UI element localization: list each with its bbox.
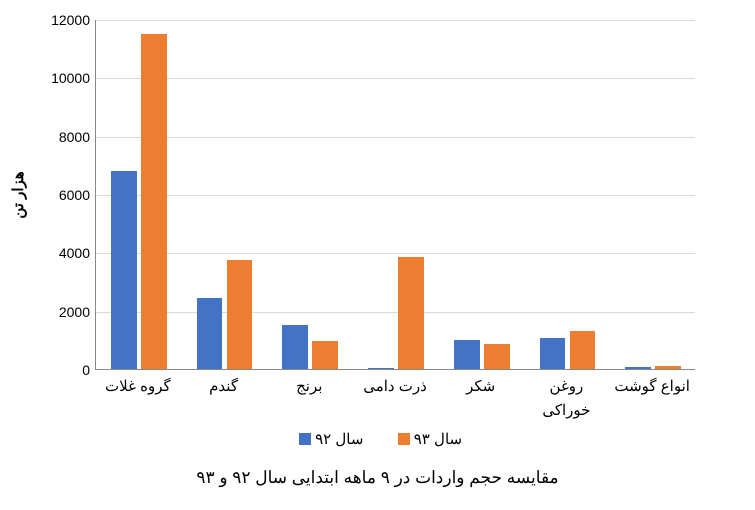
x-tick-label: انواع گوشت	[609, 375, 695, 399]
bar	[282, 325, 308, 369]
y-tick-label: 0	[30, 362, 90, 378]
bars-wrap	[96, 20, 695, 369]
x-tick-label: ذرت دامی	[352, 375, 438, 399]
y-axis-label: هزار تن	[9, 171, 27, 218]
chart-container: هزار تن 0 2000 4000 6000 8000 10000 12000 گروه…	[0, 0, 755, 510]
x-tick-label: برنج	[266, 375, 352, 399]
bar	[227, 260, 253, 369]
plot-area	[95, 20, 695, 370]
bar	[625, 367, 651, 369]
legend-swatch	[398, 433, 410, 445]
x-tick-label: شکر	[438, 375, 524, 399]
bar	[111, 171, 137, 369]
bar	[454, 340, 480, 369]
y-tick-label: 6000	[30, 187, 90, 203]
bar	[368, 368, 394, 369]
x-tick-label: گندم	[181, 375, 267, 399]
legend-item: سال ۹۳	[392, 430, 463, 448]
bar	[312, 341, 338, 369]
chart-caption: مقایسه حجم واردات در ۹ ماهه ابتدایی سال …	[0, 468, 755, 488]
bar	[141, 34, 167, 369]
y-tick-label: 12000	[30, 12, 90, 28]
y-tick-label: 2000	[30, 304, 90, 320]
legend: سال ۹۲ سال ۹۳	[0, 430, 755, 448]
legend-swatch	[299, 433, 311, 445]
bar	[655, 366, 681, 369]
x-tick-label: روغن خوراکی	[524, 375, 610, 423]
bar	[570, 331, 596, 369]
bar	[540, 338, 566, 370]
y-tick-label: 4000	[30, 245, 90, 261]
bar	[398, 257, 424, 369]
legend-label: سال ۹۳	[414, 431, 462, 448]
x-tick-label: گروه غلات	[95, 375, 181, 399]
bar	[484, 344, 510, 369]
legend-item: سال ۹۲	[293, 430, 364, 448]
bar	[197, 298, 223, 369]
y-tick-label: 8000	[30, 129, 90, 145]
legend-label: سال ۹۲	[315, 431, 363, 448]
y-tick-label: 10000	[30, 70, 90, 86]
